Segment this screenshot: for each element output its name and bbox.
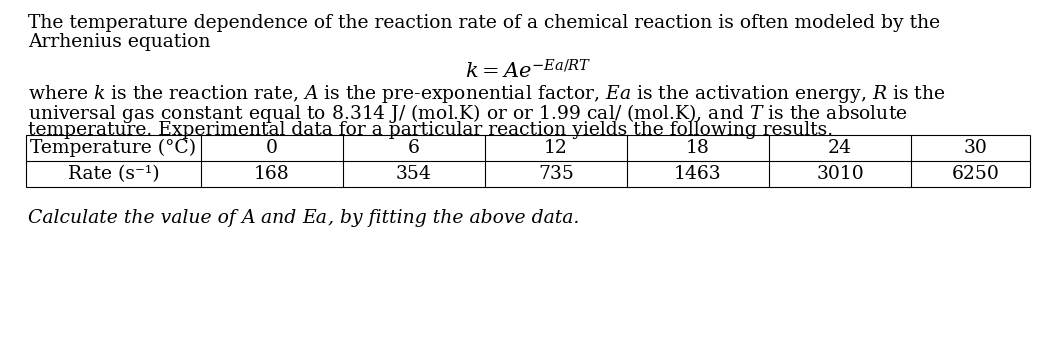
Text: 354: 354 — [396, 165, 432, 183]
Text: Calculate the value of: Calculate the value of — [29, 209, 242, 227]
Text: 735: 735 — [539, 165, 574, 183]
Text: where $k$ is the reaction rate, $A$ is the pre-exponential factor, $Ea$ is the a: where $k$ is the reaction rate, $A$ is t… — [29, 83, 945, 105]
Text: 1463: 1463 — [674, 165, 722, 183]
Text: 24: 24 — [828, 139, 852, 157]
Text: universal gas constant equal to 8.314 J/ (mol.K) or or 1.99 cal/ (mol.K), and $T: universal gas constant equal to 8.314 J/… — [29, 102, 907, 125]
Text: 3010: 3010 — [816, 165, 864, 183]
Bar — [26, 135, 1030, 187]
Text: 6250: 6250 — [951, 165, 999, 183]
Text: 6: 6 — [408, 139, 420, 157]
Text: temperature. Experimental data for a particular reaction yields the following re: temperature. Experimental data for a par… — [29, 121, 833, 139]
Text: and: and — [256, 209, 303, 227]
Text: $k = Ae^{-Ea/RT}$: $k = Ae^{-Ea/RT}$ — [465, 59, 591, 82]
Text: Arrhenius equation: Arrhenius equation — [29, 33, 210, 51]
Text: , by fitting the above data.: , by fitting the above data. — [327, 209, 579, 227]
Text: 18: 18 — [686, 139, 710, 157]
Text: Temperature (°C): Temperature (°C) — [31, 139, 196, 157]
Text: A: A — [242, 209, 256, 227]
Text: 12: 12 — [544, 139, 568, 157]
Text: The temperature dependence of the reaction rate of a chemical reaction is often : The temperature dependence of the reacti… — [29, 14, 940, 32]
Text: 0: 0 — [266, 139, 278, 157]
Text: 30: 30 — [963, 139, 987, 157]
Text: Rate (s⁻¹): Rate (s⁻¹) — [68, 165, 159, 183]
Text: Ea: Ea — [303, 209, 327, 227]
Text: 168: 168 — [254, 165, 290, 183]
